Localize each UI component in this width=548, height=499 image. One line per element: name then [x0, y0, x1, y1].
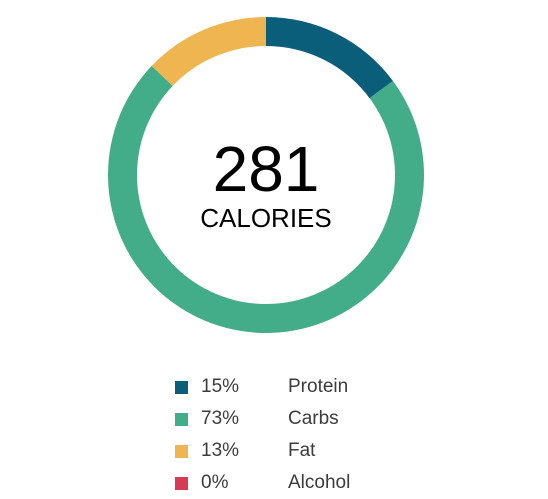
calories-label: CALORIES — [200, 203, 332, 233]
legend-item-carbs: 73% Carbs — [175, 403, 350, 435]
chart-legend: 15% Protein 73% Carbs 13% Fat 0% Alcohol — [175, 371, 350, 499]
fat-percent: 13% — [201, 440, 240, 461]
protein-swatch — [175, 380, 188, 394]
donut-slices — [108, 17, 425, 333]
fat-swatch — [175, 444, 188, 458]
slice-protein — [266, 17, 393, 99]
carbs-swatch — [175, 412, 188, 426]
legend-item-fat: 13% Fat — [175, 435, 350, 467]
alcohol-label: Alcohol — [288, 472, 351, 493]
slice-carbs — [108, 65, 425, 333]
carbs-percent: 73% — [201, 408, 240, 429]
calories-value: 281 — [213, 133, 320, 205]
fat-label: Fat — [288, 440, 316, 461]
legend-item-alcohol: 0% Alcohol — [175, 467, 350, 499]
carbs-label: Carbs — [288, 408, 339, 429]
macro-donut-chart: 281 CALORIES — [108, 17, 425, 333]
protein-label: Protein — [288, 376, 349, 397]
alcohol-percent: 0% — [201, 472, 229, 493]
alcohol-swatch — [175, 476, 188, 490]
slice-fat — [151, 17, 266, 86]
legend-item-protein: 15% Protein — [175, 371, 350, 403]
protein-percent: 15% — [201, 376, 240, 397]
